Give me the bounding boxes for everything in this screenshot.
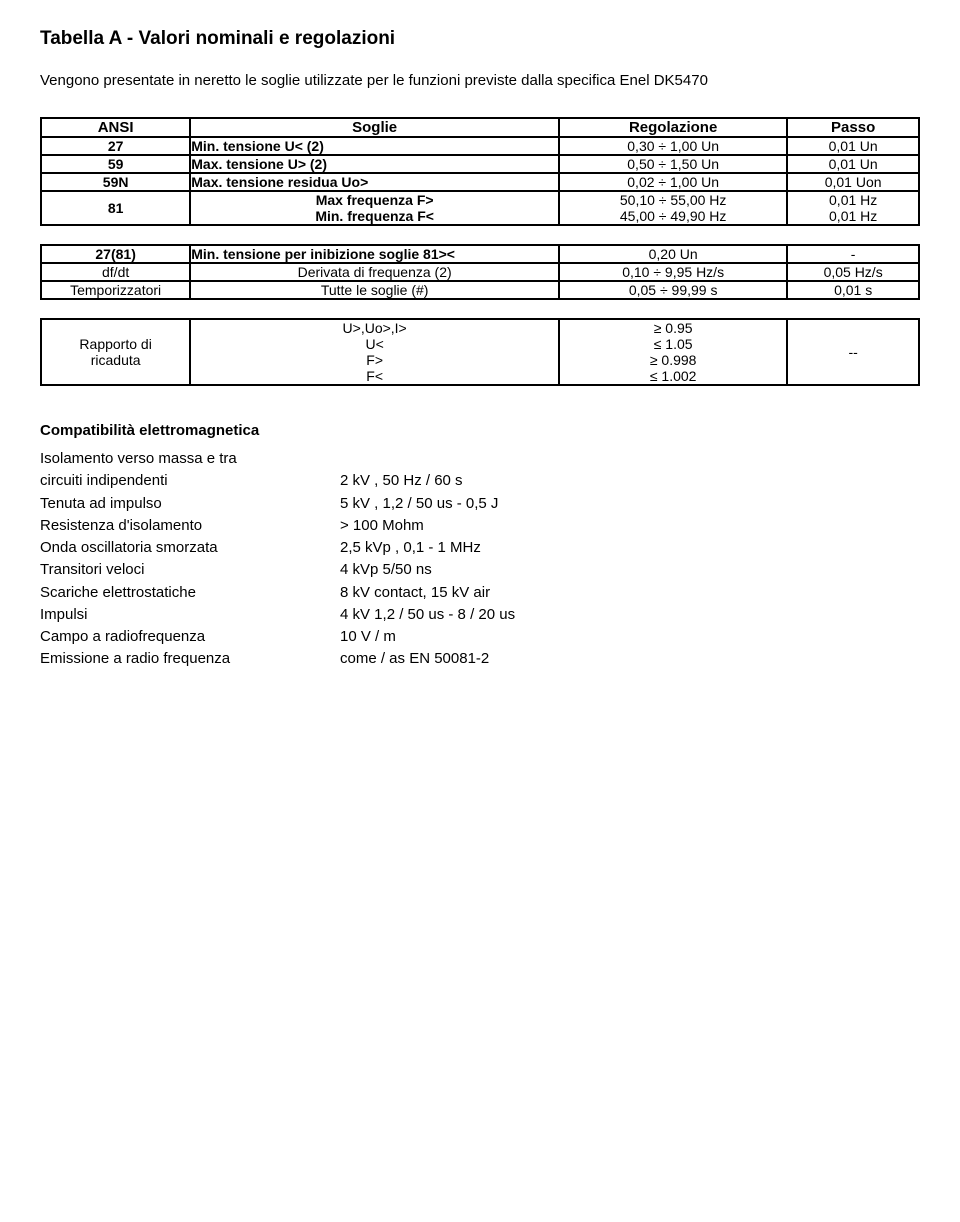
header-soglie: Soglie: [190, 118, 559, 137]
table-row-ratio: Rapporto di ricaduta U>,Uo>,I> U< F> F< …: [41, 319, 919, 385]
cell-ansi: 27(81): [41, 245, 190, 263]
line: Rapporto di: [42, 336, 189, 352]
cell-soglie: Min. tensione per inibizione soglie 81><: [190, 245, 559, 263]
cell-soglie: Tutte le soglie (#): [190, 281, 559, 299]
cell-soglie: Min. tensione U< (2): [190, 137, 559, 155]
cell-passo: 0,01 s: [787, 281, 919, 299]
compat-key: Isolamento verso massa e tra: [40, 449, 340, 469]
table-row: 59N Max. tensione residua Uo> 0,02 ÷ 1,0…: [41, 173, 919, 191]
compat-val: 4 kVp 5/50 ns: [340, 560, 920, 580]
line: ricaduta: [42, 352, 189, 368]
cell-soglie: Max. tensione U> (2): [190, 155, 559, 173]
compat-val: 4 kV 1,2 / 50 us - 8 / 20 us: [340, 605, 920, 625]
line: 0,01 Hz: [788, 192, 918, 208]
compat-val: 10 V / m: [340, 627, 920, 647]
cell-passo: 0,01 Un: [787, 137, 919, 155]
table-row: 59 Max. tensione U> (2) 0,50 ÷ 1,50 Un 0…: [41, 155, 919, 173]
cell-reg: 0,50 ÷ 1,50 Un: [559, 155, 787, 173]
line: ≤ 1.05: [560, 336, 786, 352]
table-row: 27 Min. tensione U< (2) 0,30 ÷ 1,00 Un 0…: [41, 137, 919, 155]
cell-reg: ≥ 0.95 ≤ 1.05 ≥ 0.998 ≤ 1.002: [559, 319, 787, 385]
table-header-row: ANSI Soglie Regolazione Passo: [41, 118, 919, 137]
compat-val: 5 kV , 1,2 / 50 us - 0,5 J: [340, 494, 920, 514]
compat-list: Isolamento verso massa e tra circuiti in…: [40, 449, 920, 670]
cell-passo: -: [787, 245, 919, 263]
cell-soglie: Max. tensione residua Uo>: [190, 173, 559, 191]
compat-key: Scariche elettrostatiche: [40, 583, 340, 603]
line: F<: [191, 368, 558, 384]
cell-reg: 0,30 ÷ 1,00 Un: [559, 137, 787, 155]
intro-text: Vengono presentate in neretto le soglie …: [40, 72, 920, 89]
table-row: df/dt Derivata di frequenza (2) 0,10 ÷ 9…: [41, 263, 919, 281]
cell-passo: 0,01 Hz 0,01 Hz: [787, 191, 919, 225]
table-row-81: 81 Max frequenza F> Min. frequenza F< 50…: [41, 191, 919, 225]
header-passo: Passo: [787, 118, 919, 137]
cell-reg: 0,20 Un: [559, 245, 787, 263]
compat-key: Impulsi: [40, 605, 340, 625]
cell-reg: 0,05 ÷ 99,99 s: [559, 281, 787, 299]
line: 50,10 ÷ 55,00 Hz: [560, 192, 786, 208]
cell-ansi: 27: [41, 137, 190, 155]
cell-ansi: 59N: [41, 173, 190, 191]
compat-key: Emissione a radio frequenza: [40, 649, 340, 669]
compat-key: Campo a radiofrequenza: [40, 627, 340, 647]
compat-val: 2,5 kVp , 0,1 - 1 MHz: [340, 538, 920, 558]
cell-passo: 0,01 Un: [787, 155, 919, 173]
cell-ansi: 81: [41, 191, 190, 225]
cell-ansi: df/dt: [41, 263, 190, 281]
cell-ansi: 59: [41, 155, 190, 173]
compat-key: Onda oscillatoria smorzata: [40, 538, 340, 558]
line: Max frequenza F>: [191, 192, 558, 208]
cell-soglie: Max frequenza F> Min. frequenza F<: [190, 191, 559, 225]
compat-key: circuiti indipendenti: [40, 471, 340, 491]
line: Min. frequenza F<: [191, 208, 558, 224]
compat-val: 2 kV , 50 Hz / 60 s: [340, 471, 920, 491]
compat-key: Tenuta ad impulso: [40, 494, 340, 514]
cell-soglie: Derivata di frequenza (2): [190, 263, 559, 281]
table-row: Temporizzatori Tutte le soglie (#) 0,05 …: [41, 281, 919, 299]
cell-reg: 50,10 ÷ 55,00 Hz 45,00 ÷ 49,90 Hz: [559, 191, 787, 225]
line: ≥ 0.95: [560, 320, 786, 336]
table-header-and-a: ANSI Soglie Regolazione Passo 27 Min. te…: [40, 117, 920, 226]
table-b: 27(81) Min. tensione per inibizione sogl…: [40, 244, 920, 300]
cell-passo: 0,05 Hz/s: [787, 263, 919, 281]
cell-ansi: Temporizzatori: [41, 281, 190, 299]
table-ratio: Rapporto di ricaduta U>,Uo>,I> U< F> F< …: [40, 318, 920, 386]
line: 0,01 Hz: [788, 208, 918, 224]
line: U>,Uo>,I>: [191, 320, 558, 336]
cell-passo: --: [787, 319, 919, 385]
cell-passo: 0,01 Uon: [787, 173, 919, 191]
line: 45,00 ÷ 49,90 Hz: [560, 208, 786, 224]
line: ≥ 0.998: [560, 352, 786, 368]
compat-key: Resistenza d'isolamento: [40, 516, 340, 536]
cell-reg: 0,10 ÷ 9,95 Hz/s: [559, 263, 787, 281]
header-regolazione: Regolazione: [559, 118, 787, 137]
compat-val: [340, 449, 920, 469]
cell-ansi: Rapporto di ricaduta: [41, 319, 190, 385]
compat-title: Compatibilità elettromagnetica: [40, 422, 920, 439]
page-title: Tabella A - Valori nominali e regolazion…: [40, 28, 920, 50]
compat-val: come / as EN 50081-2: [340, 649, 920, 669]
compat-val: 8 kV contact, 15 kV air: [340, 583, 920, 603]
cell-reg: 0,02 ÷ 1,00 Un: [559, 173, 787, 191]
compat-val: > 100 Mohm: [340, 516, 920, 536]
line: U<: [191, 336, 558, 352]
line: F>: [191, 352, 558, 368]
line: ≤ 1.002: [560, 368, 786, 384]
table-row: 27(81) Min. tensione per inibizione sogl…: [41, 245, 919, 263]
cell-soglie: U>,Uo>,I> U< F> F<: [190, 319, 559, 385]
header-ansi: ANSI: [41, 118, 190, 137]
compat-key: Transitori veloci: [40, 560, 340, 580]
